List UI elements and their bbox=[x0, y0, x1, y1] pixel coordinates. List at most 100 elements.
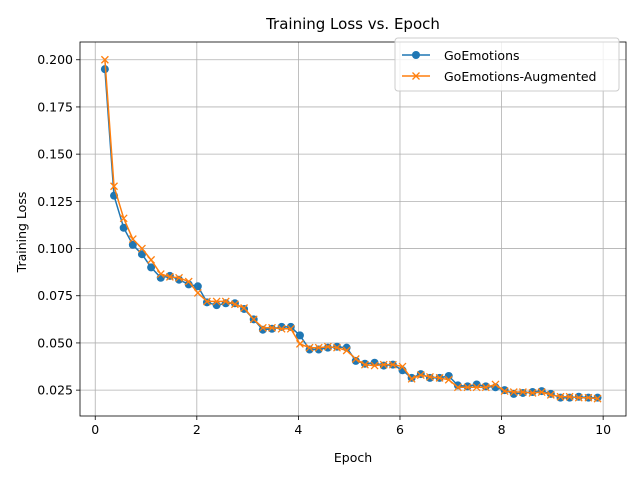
y-tick-label: 0.100 bbox=[37, 241, 73, 256]
series-line-goemotions-augmented bbox=[104, 59, 598, 400]
data-point bbox=[193, 288, 202, 297]
data-point bbox=[528, 389, 537, 397]
data-point bbox=[351, 355, 360, 363]
data-point bbox=[574, 393, 583, 402]
data-point bbox=[574, 392, 583, 401]
series-goemotions-augmented bbox=[100, 55, 602, 403]
grid-lines bbox=[80, 42, 626, 416]
legend-label-goemotions: GoEmotions bbox=[444, 48, 520, 63]
data-point bbox=[379, 360, 388, 369]
data-point bbox=[500, 386, 509, 395]
data-point bbox=[528, 388, 537, 397]
data-point bbox=[351, 356, 360, 365]
data-point bbox=[184, 280, 193, 289]
data-point bbox=[537, 388, 546, 396]
data-point bbox=[379, 361, 388, 370]
y-tick-label: 0.125 bbox=[37, 194, 73, 209]
data-point bbox=[481, 383, 490, 392]
legend-label-goemotions-augmented: GoEmotions-Augmented bbox=[444, 69, 596, 84]
data-point bbox=[147, 263, 156, 272]
data-point bbox=[556, 393, 565, 402]
data-point bbox=[463, 382, 472, 391]
data-point bbox=[128, 240, 137, 249]
data-point bbox=[556, 392, 565, 401]
data-point bbox=[212, 297, 221, 306]
data-point bbox=[193, 282, 202, 291]
data-point bbox=[518, 388, 527, 396]
legend-item-goemotions-augmented: GoEmotions-Augmented bbox=[402, 69, 596, 84]
y-tick-label: 0.050 bbox=[37, 335, 73, 350]
data-point bbox=[267, 324, 276, 333]
x-tick-label: 2 bbox=[193, 422, 201, 437]
data-point bbox=[593, 393, 602, 402]
data-point bbox=[500, 387, 509, 396]
data-point bbox=[249, 315, 258, 324]
data-point bbox=[333, 343, 341, 352]
y-tick-label: 0.150 bbox=[37, 147, 73, 162]
data-point bbox=[295, 339, 304, 348]
data-point bbox=[147, 255, 156, 264]
data-point bbox=[165, 272, 174, 281]
data-point bbox=[286, 324, 295, 333]
data-point bbox=[472, 380, 481, 389]
data-point bbox=[184, 277, 193, 286]
axis-ticks: 0 2 4 6 8 10 0.025 0.050 0.075 0.100 0.125 0.150 0.1… bbox=[37, 52, 611, 437]
data-point bbox=[110, 182, 118, 191]
data-point bbox=[119, 214, 128, 223]
x-tick-label: 8 bbox=[498, 422, 506, 437]
data-point bbox=[240, 304, 249, 312]
data-point bbox=[407, 374, 416, 383]
data-point bbox=[565, 392, 574, 401]
data-point bbox=[546, 390, 555, 399]
data-point bbox=[128, 235, 137, 244]
x-tick-label: 4 bbox=[294, 422, 302, 437]
data-point bbox=[509, 388, 518, 396]
legend-frame bbox=[394, 37, 620, 92]
data-point bbox=[165, 271, 174, 280]
data-point bbox=[444, 375, 453, 384]
data-point bbox=[463, 383, 472, 392]
series-layer bbox=[100, 55, 602, 403]
x-tick-label: 6 bbox=[396, 422, 404, 437]
x-tick-label: 0 bbox=[91, 422, 99, 437]
data-point bbox=[370, 361, 379, 370]
data-point bbox=[277, 324, 286, 333]
data-point bbox=[305, 343, 314, 352]
data-point bbox=[230, 300, 239, 309]
y-tick-label: 0.200 bbox=[37, 52, 73, 67]
x-axis-title: Epoch bbox=[334, 450, 372, 465]
data-point bbox=[156, 270, 165, 278]
data-point bbox=[100, 55, 109, 64]
legend-marker-goemotions-augmented bbox=[412, 72, 420, 80]
data-point bbox=[360, 359, 369, 368]
plot-frame bbox=[79, 41, 627, 417]
data-point bbox=[416, 371, 425, 379]
y-tick-label: 0.025 bbox=[37, 383, 73, 398]
data-point bbox=[175, 273, 184, 282]
chart-title: Training Loss vs. Epoch bbox=[265, 15, 440, 33]
data-point bbox=[203, 297, 211, 306]
data-point bbox=[360, 360, 369, 369]
data-point bbox=[138, 244, 146, 253]
data-point bbox=[425, 372, 434, 381]
legend-marker-goemotions bbox=[412, 51, 420, 59]
legend: GoEmotions GoEmotions-Augmented bbox=[394, 37, 620, 92]
y-tick-label: 0.075 bbox=[37, 288, 73, 303]
data-point bbox=[295, 331, 304, 340]
data-point bbox=[593, 394, 602, 403]
data-point bbox=[453, 383, 462, 392]
data-point bbox=[491, 380, 500, 389]
data-point bbox=[518, 388, 527, 397]
data-point bbox=[268, 323, 276, 332]
data-point bbox=[584, 393, 593, 402]
data-point bbox=[388, 360, 397, 369]
data-point bbox=[212, 301, 221, 310]
data-point bbox=[481, 382, 490, 391]
data-point bbox=[472, 383, 481, 392]
data-point bbox=[342, 346, 351, 355]
data-point bbox=[323, 343, 332, 352]
data-point bbox=[537, 387, 546, 396]
data-point bbox=[323, 342, 332, 351]
data-point bbox=[119, 223, 128, 232]
